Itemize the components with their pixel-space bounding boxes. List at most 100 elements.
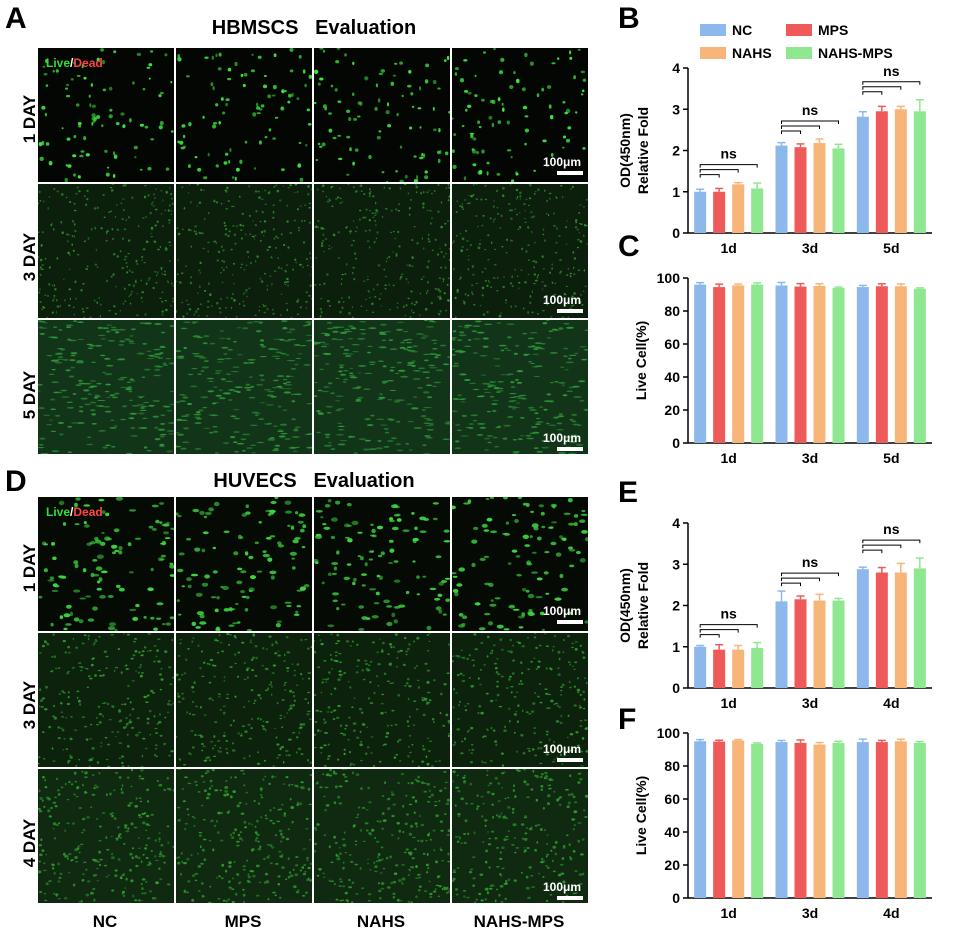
legend-swatch-nahs [700,47,726,59]
significance-label: ns [802,102,819,118]
micrograph-tile [314,769,450,903]
bar-nc [775,285,788,443]
x-tick-label: 4d [883,905,899,921]
micrograph-tile [314,48,450,182]
row-label-top-2: 3 DAY [20,232,39,282]
legend-item-nahs-mps: NAHS-MPS [786,45,893,61]
significance-bracket [862,544,902,549]
bar-nc [856,742,869,898]
micrograph-tile [176,48,312,182]
chart-e-proliferation: 0 1 2 3 4 OD(450nm) Relative Fold 1d ns 3d ns 4d ns [620,515,932,711]
y-tick-label: 2 [672,143,680,159]
micrograph-tile [314,497,450,631]
significance-bracket [862,549,883,554]
row-label-top-3: 5 DAY [20,370,39,420]
bar-nc [775,145,788,233]
y-tick-label: 0 [672,680,680,696]
bar-mps [794,599,807,688]
micrograph-tile [452,48,588,182]
x-tick-label: 5d [883,240,899,256]
y-axis-label: OD(450nm) [620,568,633,643]
y-axis-label: OD(450nm) [620,113,633,188]
y-tick-label: 3 [672,101,680,117]
row-label-bottom-3: 4 DAY [20,818,39,868]
panel-label-a: A [5,2,27,35]
legend-item-nc: NC [700,22,752,38]
significance-bracket [781,572,839,577]
micrograph-tile [452,184,588,318]
y-tick-label: 3 [672,556,680,572]
bar-nahs [894,286,907,443]
hbmscs-title: HBMSCS Evaluation [211,17,417,39]
bar-nc [775,742,788,898]
micrograph-tile [314,633,450,767]
bar-mps [713,287,726,443]
row-label-top-1: 1 DAY [20,94,39,144]
bar-nahs-mps [832,287,845,443]
scale-label: 100μm [543,431,582,445]
micrograph-tile [38,320,174,454]
x-tick-label: 5d [883,450,899,466]
significance-bracket [781,577,820,582]
bar-nahs [813,744,826,898]
panel-label-b: B [618,2,640,35]
scale-bar [557,309,583,313]
dead-label: Dead [73,56,103,70]
significance-label: ns [883,63,900,79]
bar-nahs [813,285,826,443]
legend-swatch-nc [700,24,726,36]
chart-b-proliferation: 0 1 2 3 4 OD(450nm) Relative Fold 1d ns 3d ns 5d ns [620,60,932,256]
row-label-bottom-1: 1 DAY [20,543,39,593]
y-tick-label: 60 [664,791,680,807]
legend-label-nc: NC [732,22,753,38]
dead-label: Dead [73,505,103,519]
micrograph-tile [38,769,174,903]
column-label-nahs-mps: NAHS-MPS [473,912,565,931]
slash-label: / [70,505,74,519]
legend-label-mps: MPS [818,22,849,38]
panel-label-f: F [618,703,637,736]
y-tick-label: 1 [672,639,680,655]
bar-nahs [894,741,907,898]
bar-nc [694,284,707,443]
x-tick-label: 1d [720,240,736,256]
bar-nc [775,601,788,688]
bar-nahs [894,572,907,688]
bar-nahs-mps [913,111,926,233]
row-label-bottom-2: 3 DAY [20,680,39,730]
bar-nahs-mps [913,288,926,443]
panel-label-e: E [618,476,639,509]
scale-bar [557,620,583,624]
y-tick-label: 4 [672,515,680,531]
y-tick-label: 60 [664,336,680,352]
live-dead-label-top: Live/Dead [46,54,103,72]
column-label-nc: NC [92,912,118,931]
bar-mps [713,741,726,898]
significance-label: ns [802,554,819,570]
significance-bracket [699,164,758,168]
significance-bracket [862,539,921,544]
bar-nc [856,287,869,443]
bar-nahs-mps [913,568,926,688]
column-label-mps: MPS [224,912,262,931]
bar-nahs [732,184,745,233]
y-axis-label: Relative Fold [635,562,651,649]
panel-label-d: D [5,465,27,498]
y-tick-label: 100 [657,270,681,286]
bar-nahs-mps [751,284,764,443]
bar-nc [694,646,707,688]
significance-bracket [781,582,801,587]
bar-mps [794,742,807,898]
bar-nahs-mps [751,188,764,233]
scale-label: 100μm [543,155,582,169]
micrograph-tile [176,184,312,318]
micrograph-tile [176,497,312,631]
legend-swatch-nahs-mps [786,47,812,59]
bar-nahs [732,649,745,688]
y-tick-label: 80 [664,758,680,774]
huvecs-title: HUVECS Evaluation [213,470,415,492]
live-label: Live [46,505,71,519]
scale-label: 100μm [543,604,582,618]
bar-nc [856,569,869,688]
significance-bracket [781,120,839,124]
